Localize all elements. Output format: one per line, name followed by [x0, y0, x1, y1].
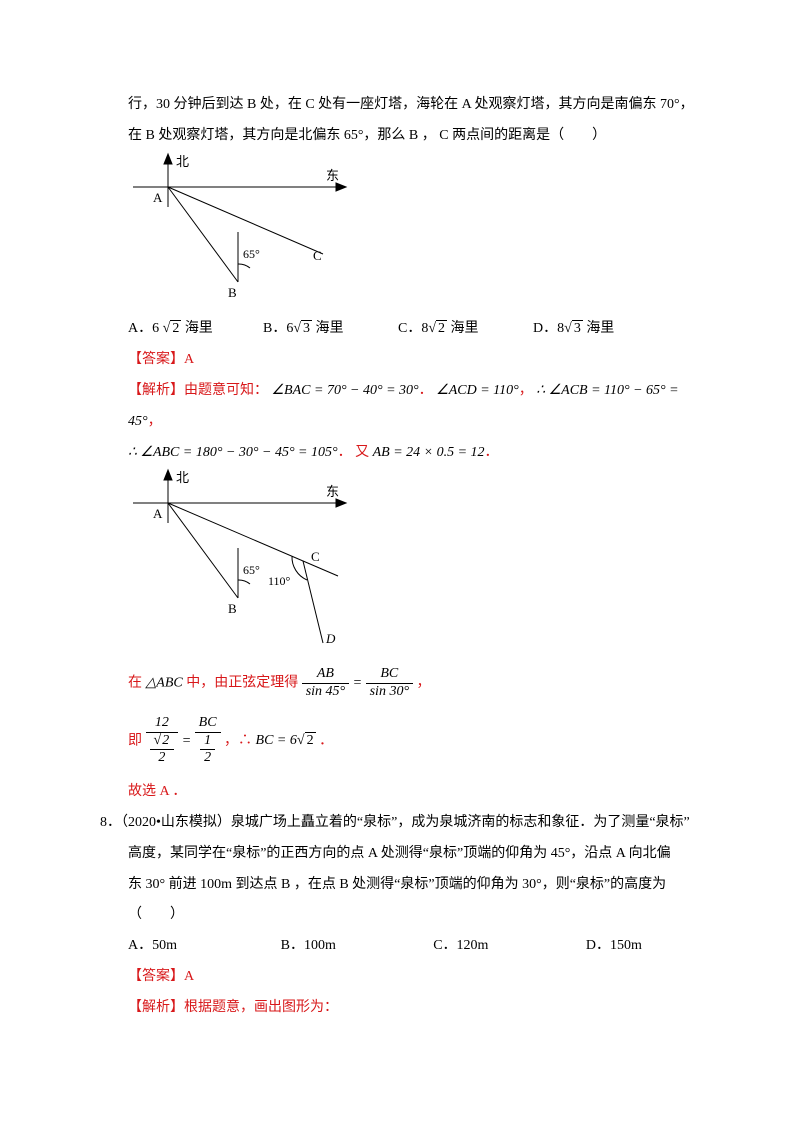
q8-opt-d: D．150m — [586, 931, 704, 962]
q7-explain-1: 【解析】由题意可知： ∠BAC = 70° − 40° = 30°． ∠ACD … — [100, 376, 704, 438]
q7-explain-4: 即 12 √22 = BC 12 ，∴ BC = 6√2 ． — [100, 715, 704, 767]
q7-opt-b: B．6√3 海里 — [263, 314, 398, 345]
q8-answer: 【答案】A — [100, 962, 704, 993]
svg-text:东: 东 — [326, 484, 339, 499]
q8-opt-c: C．120m — [433, 931, 586, 962]
svg-text:65°: 65° — [243, 247, 260, 261]
q7-explain-5: 故选 A ． — [100, 777, 704, 808]
q7-opt-a: A．6 √2 海里 — [128, 314, 263, 345]
q8-line2: 高度，某同学在“泉标”的正西方向的点 A 处测得“泉标”顶端的仰角为 45°，沿… — [100, 839, 704, 870]
q7-diagram1: 北 东 A B C 65° — [128, 152, 704, 315]
q7-opt-d: D．8√3 海里 — [533, 314, 668, 345]
q8-explain: 【解析】根据题意，画出图形为： — [100, 993, 704, 1024]
q7-explain-3: 在 △ABC 中，由正弦定理得 ABsin 45° = BCsin 30° ， — [100, 666, 704, 701]
svg-text:A: A — [153, 190, 163, 205]
svg-text:C: C — [313, 248, 322, 263]
svg-text:C: C — [311, 549, 320, 564]
q7-diagram2: 北 东 A B C D 65° 110° — [128, 468, 704, 666]
q7-line1: 行，30 分钟后到达 B 处，在 C 处有一座灯塔，海轮在 A 处观察灯塔，其方… — [100, 90, 704, 121]
q8-line3: 东 30° 前进 100m 到达点 B ，在点 B 处测得“泉标”顶端的仰角为 … — [100, 870, 704, 932]
svg-text:D: D — [325, 631, 336, 646]
q8-options: A．50m B．100m C．120m D．150m — [100, 931, 704, 962]
q7-opt-c: C．8√2 海里 — [398, 314, 533, 345]
svg-text:65°: 65° — [243, 563, 260, 577]
q7-line2: 在 B 处观察灯塔，其方向是北偏东 65°，那么 B ， C 两点间的距离是（ … — [100, 121, 704, 152]
q7-answer: 【答案】A — [100, 345, 704, 376]
q7-options: A．6 √2 海里 B．6√3 海里 C．8√2 海里 D．8√3 海里 — [100, 314, 704, 345]
q8-line1: 8．（2020•山东模拟）泉城广场上矗立着的“泉标”，成为泉城济南的标志和象征．… — [100, 808, 704, 839]
q7-explain-2: ∴ ∠ABC = 180° − 30° − 45° = 105°． 又 AB =… — [100, 438, 704, 469]
svg-text:B: B — [228, 285, 237, 300]
q8-opt-a: A．50m — [128, 931, 281, 962]
q8-opt-b: B．100m — [281, 931, 434, 962]
svg-text:北: 北 — [176, 470, 189, 485]
svg-text:110°: 110° — [268, 574, 291, 588]
svg-text:东: 东 — [326, 168, 339, 183]
svg-text:A: A — [153, 506, 163, 521]
svg-text:B: B — [228, 601, 237, 616]
svg-text:北: 北 — [176, 154, 189, 169]
